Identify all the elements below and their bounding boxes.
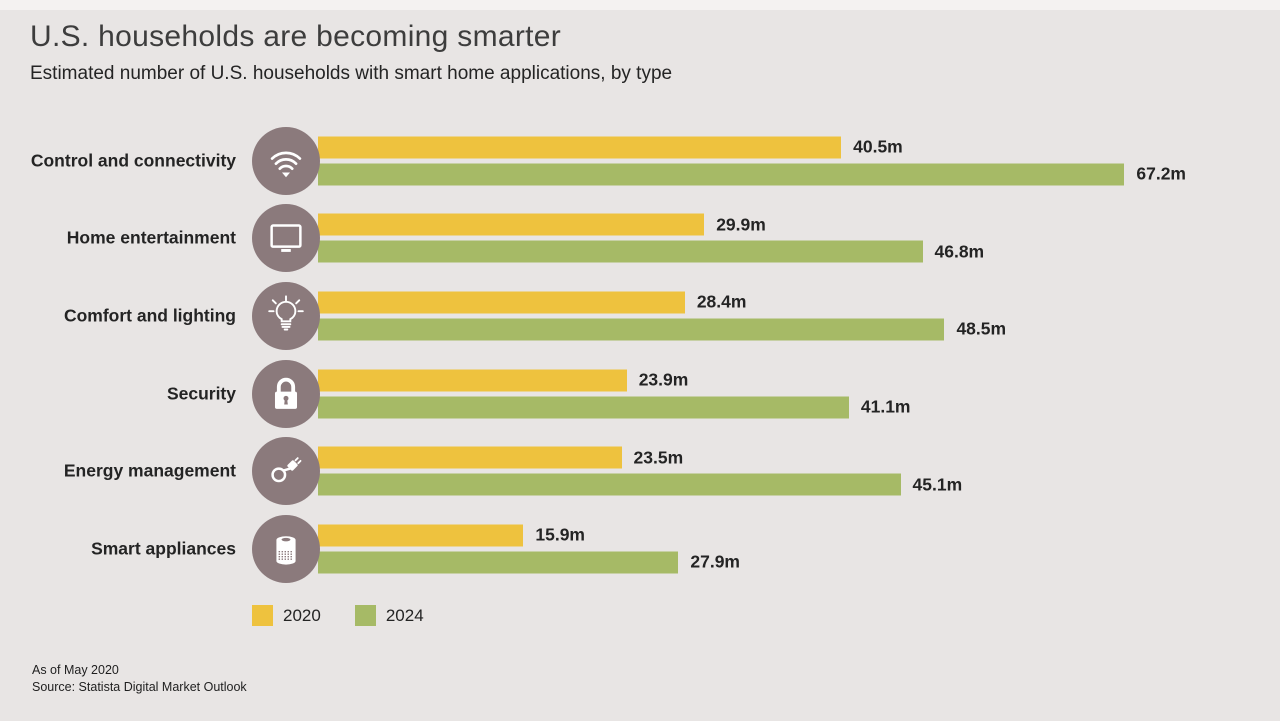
bar-value-2024: 46.8m	[934, 241, 985, 262]
bar-2024	[318, 473, 901, 496]
bar-2020	[318, 291, 685, 314]
bar-chart: Control and connectivity 40.5m 67.2m Home e…	[0, 122, 1280, 588]
footnote-source: Source: Statista Digital Market Outlook	[32, 680, 247, 695]
bar-2020	[318, 369, 627, 392]
page-subtitle: Estimated number of U.S. households with…	[30, 63, 673, 84]
bar-2024	[318, 240, 923, 263]
legend-swatch-2020	[252, 605, 273, 626]
bar-2020	[318, 213, 705, 236]
bar-2020	[318, 136, 842, 159]
chart-header: U.S. households are becoming smarter Est…	[30, 20, 1250, 85]
bar-value-2024: 27.9m	[690, 551, 740, 572]
lightbulb-icon	[252, 281, 320, 350]
bar-2020	[318, 524, 524, 547]
legend: 2020 2024	[252, 605, 424, 626]
bar-value-2020: 15.9m	[535, 524, 585, 545]
lock-icon	[252, 359, 320, 428]
bar-line-2024: 45.1m	[318, 473, 1186, 496]
legend-item-2024: 2024	[354, 605, 424, 626]
bar-line-2020: 29.9m	[318, 213, 1186, 236]
chart-row: Security 23.9m 41.1m	[0, 355, 1280, 433]
bar-line-2020: 15.9m	[318, 524, 1186, 547]
category-label: Security	[166, 383, 236, 404]
bar-group: 28.4m 48.5m	[318, 291, 1186, 341]
bar-line-2020: 40.5m	[318, 136, 1186, 159]
chart-row: Energy management 23.5m 45.1m	[0, 432, 1280, 510]
bar-value-2020: 40.5m	[853, 136, 903, 157]
bar-2024	[318, 551, 679, 574]
bar-group: 23.5m 45.1m	[318, 446, 1186, 496]
category-label: Home entertainment	[66, 227, 236, 248]
bar-value-2024: 45.1m	[912, 474, 963, 495]
legend-label-2024: 2024	[385, 605, 424, 625]
chart-rows: Control and connectivity 40.5m 67.2m Home e…	[0, 122, 1280, 588]
bar-line-2024: 27.9m	[318, 551, 1186, 574]
plug-icon	[252, 437, 320, 506]
bar-line-2024: 67.2m	[318, 163, 1186, 186]
footnote-date: As of May 2020	[32, 663, 119, 677]
bar-value-2020: 23.5m	[633, 447, 684, 468]
appliance-icon	[252, 514, 320, 583]
bar-value-2024: 41.1m	[860, 396, 911, 417]
legend-item-2020: 2020	[252, 605, 321, 626]
wifi-icon	[252, 126, 320, 195]
bar-value-2024: 48.5m	[956, 318, 1007, 339]
chart-row: Control and connectivity 40.5m 67.2m	[0, 122, 1280, 200]
legend-swatch-2024	[354, 605, 376, 626]
top-strip	[0, 0, 1280, 10]
bar-2020	[318, 446, 622, 469]
category-label: Control and connectivity	[30, 150, 236, 171]
bar-group: 15.9m 27.9m	[318, 524, 1186, 574]
category-label: Comfort and lighting	[63, 305, 236, 326]
bar-line-2020: 23.5m	[318, 446, 1186, 469]
bar-group: 29.9m 46.8m	[318, 213, 1186, 263]
bar-2024	[318, 318, 945, 341]
tv-icon	[252, 204, 320, 273]
bar-value-2020: 28.4m	[696, 291, 747, 312]
bar-value-2024: 67.2m	[1136, 163, 1186, 184]
bar-2024	[318, 396, 849, 419]
bar-value-2020: 23.9m	[638, 369, 689, 390]
chart-row: Smart appliances 15.9m 27.9m	[0, 510, 1280, 588]
chart-row: Comfort and lighting 28.4m 48.5m	[0, 277, 1280, 355]
bar-line-2024: 46.8m	[318, 240, 1186, 263]
bar-group: 23.9m 41.1m	[318, 369, 1186, 419]
bar-line-2024: 48.5m	[318, 318, 1186, 341]
bar-value-2020: 29.9m	[716, 214, 766, 235]
bar-2024	[318, 163, 1125, 186]
chart-row: Home entertainment 29.9m 46.8m	[0, 200, 1280, 278]
page-title: U.S. households are becoming smarter	[30, 20, 562, 53]
bar-line-2020: 23.9m	[318, 369, 1186, 392]
category-label: Energy management	[63, 460, 236, 481]
bar-group: 40.5m 67.2m	[318, 136, 1186, 186]
bar-line-2024: 41.1m	[318, 396, 1186, 419]
legend-label-2020: 2020	[283, 605, 321, 625]
footnote: As of May 2020 Source: Statista Digital …	[32, 662, 247, 697]
bar-line-2020: 28.4m	[318, 291, 1186, 314]
category-label: Smart appliances	[91, 538, 236, 559]
